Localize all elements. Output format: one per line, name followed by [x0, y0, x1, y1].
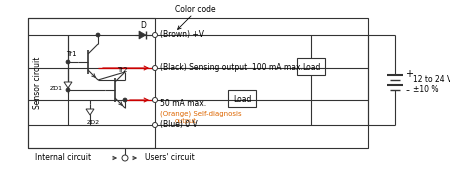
Bar: [28, 18, 155, 148]
Text: 12 to 24 V DC: 12 to 24 V DC: [413, 75, 450, 85]
Circle shape: [66, 60, 70, 64]
Text: Users' circuit: Users' circuit: [145, 153, 195, 163]
Text: Tr2: Tr2: [117, 67, 127, 73]
Polygon shape: [86, 109, 94, 115]
Bar: [228, 90, 256, 107]
Text: Load: Load: [233, 94, 251, 103]
Text: (Black) Sensing output  100 mA max.: (Black) Sensing output 100 mA max.: [160, 64, 303, 72]
Text: +: +: [405, 69, 413, 79]
Circle shape: [153, 122, 158, 128]
Text: Color code: Color code: [175, 5, 215, 15]
Text: Load: Load: [302, 62, 320, 72]
Polygon shape: [64, 82, 72, 88]
Circle shape: [153, 97, 158, 103]
Text: ZD2: ZD2: [87, 120, 100, 124]
Text: Internal circuit: Internal circuit: [35, 153, 91, 163]
Text: ±10 %: ±10 %: [413, 85, 438, 93]
Circle shape: [66, 88, 70, 92]
Circle shape: [153, 33, 158, 37]
Circle shape: [122, 155, 128, 161]
Text: (Brown) +V: (Brown) +V: [160, 30, 204, 40]
Text: (Blue) 0 V: (Blue) 0 V: [160, 121, 198, 130]
Text: ZD1: ZD1: [50, 86, 63, 90]
Bar: [297, 58, 325, 75]
Polygon shape: [139, 31, 146, 39]
Text: D: D: [140, 22, 146, 30]
Circle shape: [153, 65, 158, 71]
Text: Tr1: Tr1: [66, 51, 76, 57]
Circle shape: [96, 33, 100, 37]
Text: output: output: [175, 118, 197, 124]
Text: 50 mA max.: 50 mA max.: [160, 100, 206, 108]
Text: -: -: [405, 85, 409, 95]
Bar: [28, 18, 368, 148]
Text: Sensor circuit: Sensor circuit: [33, 57, 42, 109]
Circle shape: [123, 98, 127, 102]
Text: (Orange) Self-diagnosis: (Orange) Self-diagnosis: [160, 111, 242, 117]
